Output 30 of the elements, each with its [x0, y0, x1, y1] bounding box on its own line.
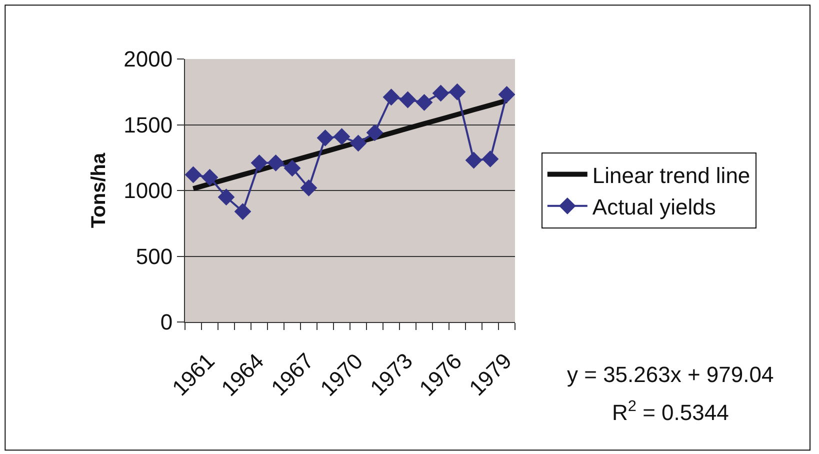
- text: R$^{2}$ = 0.5344: [612, 398, 729, 426]
- point: [366, 124, 384, 142]
- point: [482, 150, 499, 168]
- point: [399, 91, 416, 108]
- point: [465, 152, 482, 169]
- point: [316, 129, 334, 146]
- point: [300, 179, 318, 196]
- y-tick-label: 2000: [124, 46, 173, 72]
- point: [185, 166, 202, 184]
- point: [432, 84, 450, 102]
- legend-label: Linear trend line: [592, 162, 750, 188]
- y-tick-label: 500: [136, 244, 173, 269]
- y-tick-label: 1000: [124, 178, 173, 204]
- y-axis-title: Tons/ha: [88, 152, 110, 228]
- point: [234, 203, 252, 220]
- point: [350, 134, 367, 152]
- y-tick-label: 0: [160, 310, 173, 335]
- point: [250, 154, 268, 172]
- legend-label: Actual yields: [592, 194, 716, 220]
- point: [498, 86, 515, 103]
- point: [448, 83, 466, 100]
- point: [333, 128, 350, 146]
- point: [382, 88, 400, 106]
- point: [284, 160, 301, 177]
- text: y = 35.263x + 979.04: [567, 362, 774, 387]
- point: [416, 94, 433, 111]
- y-tick-label: 1500: [124, 112, 173, 138]
- point: [267, 154, 284, 172]
- point: [201, 168, 218, 186]
- point: [218, 188, 235, 206]
